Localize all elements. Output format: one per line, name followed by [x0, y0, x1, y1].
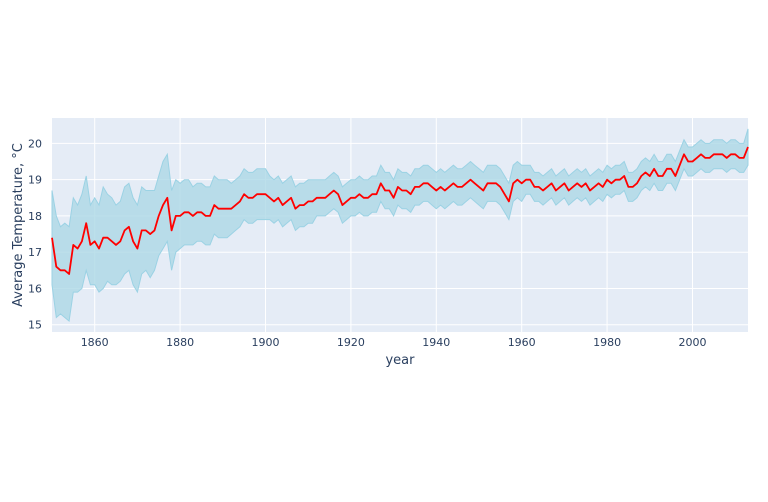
y-tick-label: 19 — [28, 174, 42, 187]
confidence-band-group — [51, 128, 749, 323]
y-tick-label: 15 — [28, 319, 42, 332]
mean-line-group — [51, 146, 749, 275]
y-tick-label: 20 — [28, 137, 42, 150]
x-tick-label: 1980 — [593, 336, 621, 349]
mean-temperature-line — [51, 146, 749, 275]
x-tick-label: 1920 — [337, 336, 365, 349]
x-axis-title: year — [385, 353, 415, 368]
y-tick-labels: 15 16 17 18 19 20 — [28, 137, 42, 331]
y-tick-label: 16 — [28, 282, 42, 295]
y-axis-title: Average Temperature, °C — [11, 143, 26, 307]
x-tick-label: 1960 — [508, 336, 536, 349]
x-tick-label: 1880 — [166, 336, 194, 349]
x-tick-label: 1940 — [422, 336, 450, 349]
y-tick-label: 18 — [28, 210, 42, 223]
confidence-band — [51, 128, 749, 323]
x-tick-label: 1860 — [81, 336, 109, 349]
x-tick-labels: 1860 1880 1900 1920 1940 1960 1980 2000 — [81, 336, 707, 349]
x-tick-label: 1900 — [251, 336, 279, 349]
x-tick-label: 2000 — [678, 336, 706, 349]
y-tick-label: 17 — [28, 246, 42, 259]
